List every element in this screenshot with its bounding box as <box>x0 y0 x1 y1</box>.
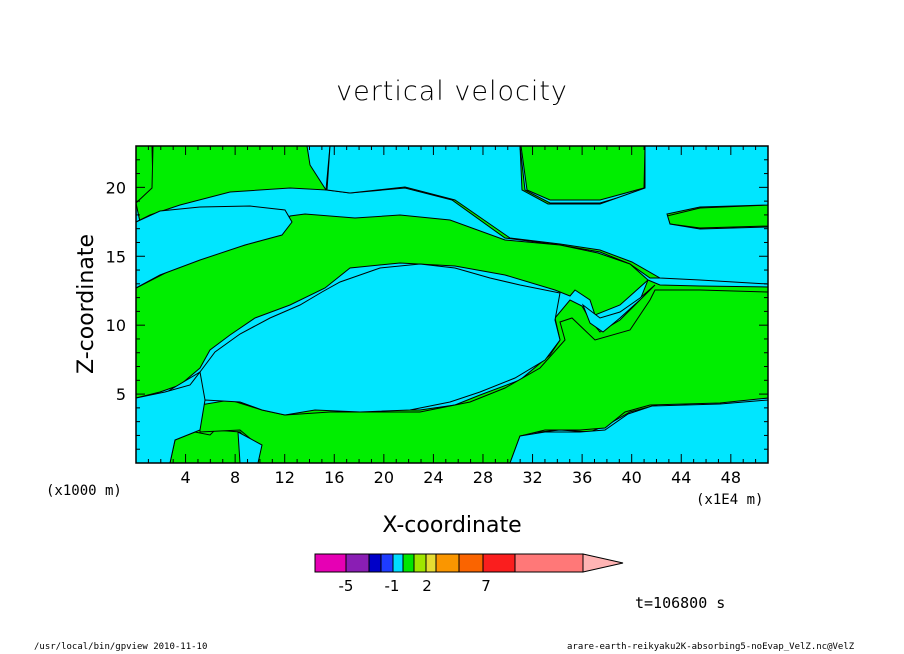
x-axis-ticks: 4 8 12 16 20 24 28 32 36 40 44 48 <box>147 146 757 487</box>
x-tick-label: 24 <box>423 468 443 487</box>
x-tick-label: 40 <box>622 468 642 487</box>
region-left-mid <box>135 213 649 399</box>
time-label: t=106800 s <box>635 594 726 612</box>
colorbar-label: -5 <box>339 577 354 595</box>
negative-regions <box>135 145 769 464</box>
y-tick-label: 10 <box>106 316 126 335</box>
x-tick-label: 44 <box>671 468 691 487</box>
x-tick-label: 28 <box>473 468 493 487</box>
y-axis-ticks: 5 10 15 20 <box>106 159 768 450</box>
colorbar-segment <box>380 553 394 573</box>
x-tick-label: 16 <box>324 468 344 487</box>
x-tick-label: 12 <box>275 468 295 487</box>
plot-frame <box>135 145 769 464</box>
chart-title: vertical velocity <box>336 76 568 107</box>
colorbar-segment <box>413 553 427 573</box>
colorbar-segment <box>425 553 437 573</box>
x-tick-label: 48 <box>721 468 741 487</box>
x-tick-label: 20 <box>374 468 394 487</box>
y-axis-label: Z-coordinate <box>74 234 99 374</box>
x-tick-label: 4 <box>180 468 190 487</box>
colorbar: -5 -1 2 7 <box>314 553 624 595</box>
colorbar-segment <box>482 553 516 573</box>
region-upper-cyan <box>326 145 769 285</box>
x-tick-label: 8 <box>230 468 240 487</box>
colorbar-segment <box>345 553 370 573</box>
y-tick-label: 15 <box>106 247 126 266</box>
region-top-right <box>520 145 646 201</box>
region-left-cyan <box>135 205 293 289</box>
x-tick-label: 32 <box>522 468 542 487</box>
colorbar-label: 7 <box>481 577 491 595</box>
colorbar-label: 2 <box>422 577 432 595</box>
x-axis-scale: (x1E4 m) <box>696 492 764 508</box>
colorbar-segment <box>514 553 584 573</box>
y-tick-label: 5 <box>116 385 126 404</box>
x-axis-label: X-coordinate <box>382 513 522 538</box>
colorbar-segment <box>435 553 460 573</box>
x-axis-unit: (x1000 m) <box>46 483 122 499</box>
region-right-notch <box>581 284 656 333</box>
colorbar-segment <box>368 553 382 573</box>
y-tick-label: 20 <box>106 178 126 197</box>
footer-file: arare-earth-reikyaku2K-absorbing5-noEvap… <box>567 642 855 652</box>
x-tick-label: 36 <box>572 468 592 487</box>
footer-command: /usr/local/bin/gpview 2010-11-10 <box>34 642 208 652</box>
colorbar-segment <box>392 553 404 573</box>
colorbar-arrow <box>582 553 624 573</box>
colorbar-label: -1 <box>385 577 400 595</box>
colorbar-segment <box>314 553 347 573</box>
colorbar-segment <box>458 553 484 573</box>
colorbar-segment <box>402 553 415 573</box>
